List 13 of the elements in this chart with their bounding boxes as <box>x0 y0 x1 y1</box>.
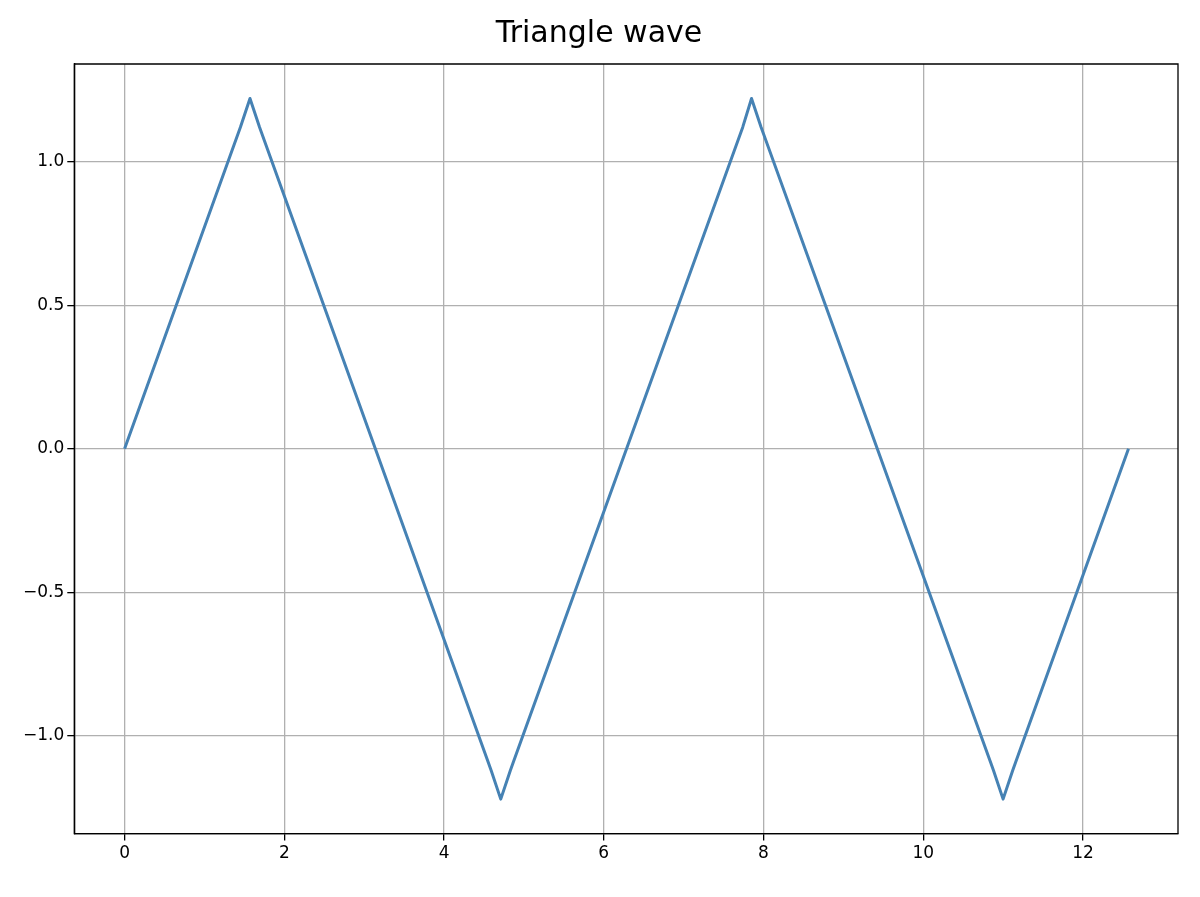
x-tick-label: 8 <box>758 842 769 863</box>
x-tick-label: 4 <box>438 842 450 863</box>
y-tick-label: −0.5 <box>23 580 65 601</box>
x-tick-label: 2 <box>278 842 290 863</box>
y-tick-label: −1.0 <box>23 724 65 745</box>
x-tick-label: 10 <box>912 842 935 863</box>
x-tick-label: 0 <box>119 842 131 863</box>
chart-title: Triangle wave <box>494 13 703 49</box>
x-tick-label: 6 <box>598 842 610 863</box>
y-tick-label: 0.5 <box>37 293 65 314</box>
x-tick-label: 12 <box>1072 842 1094 863</box>
y-tick-label: 1.0 <box>37 150 65 171</box>
y-tick-label: 0.0 <box>37 437 65 458</box>
